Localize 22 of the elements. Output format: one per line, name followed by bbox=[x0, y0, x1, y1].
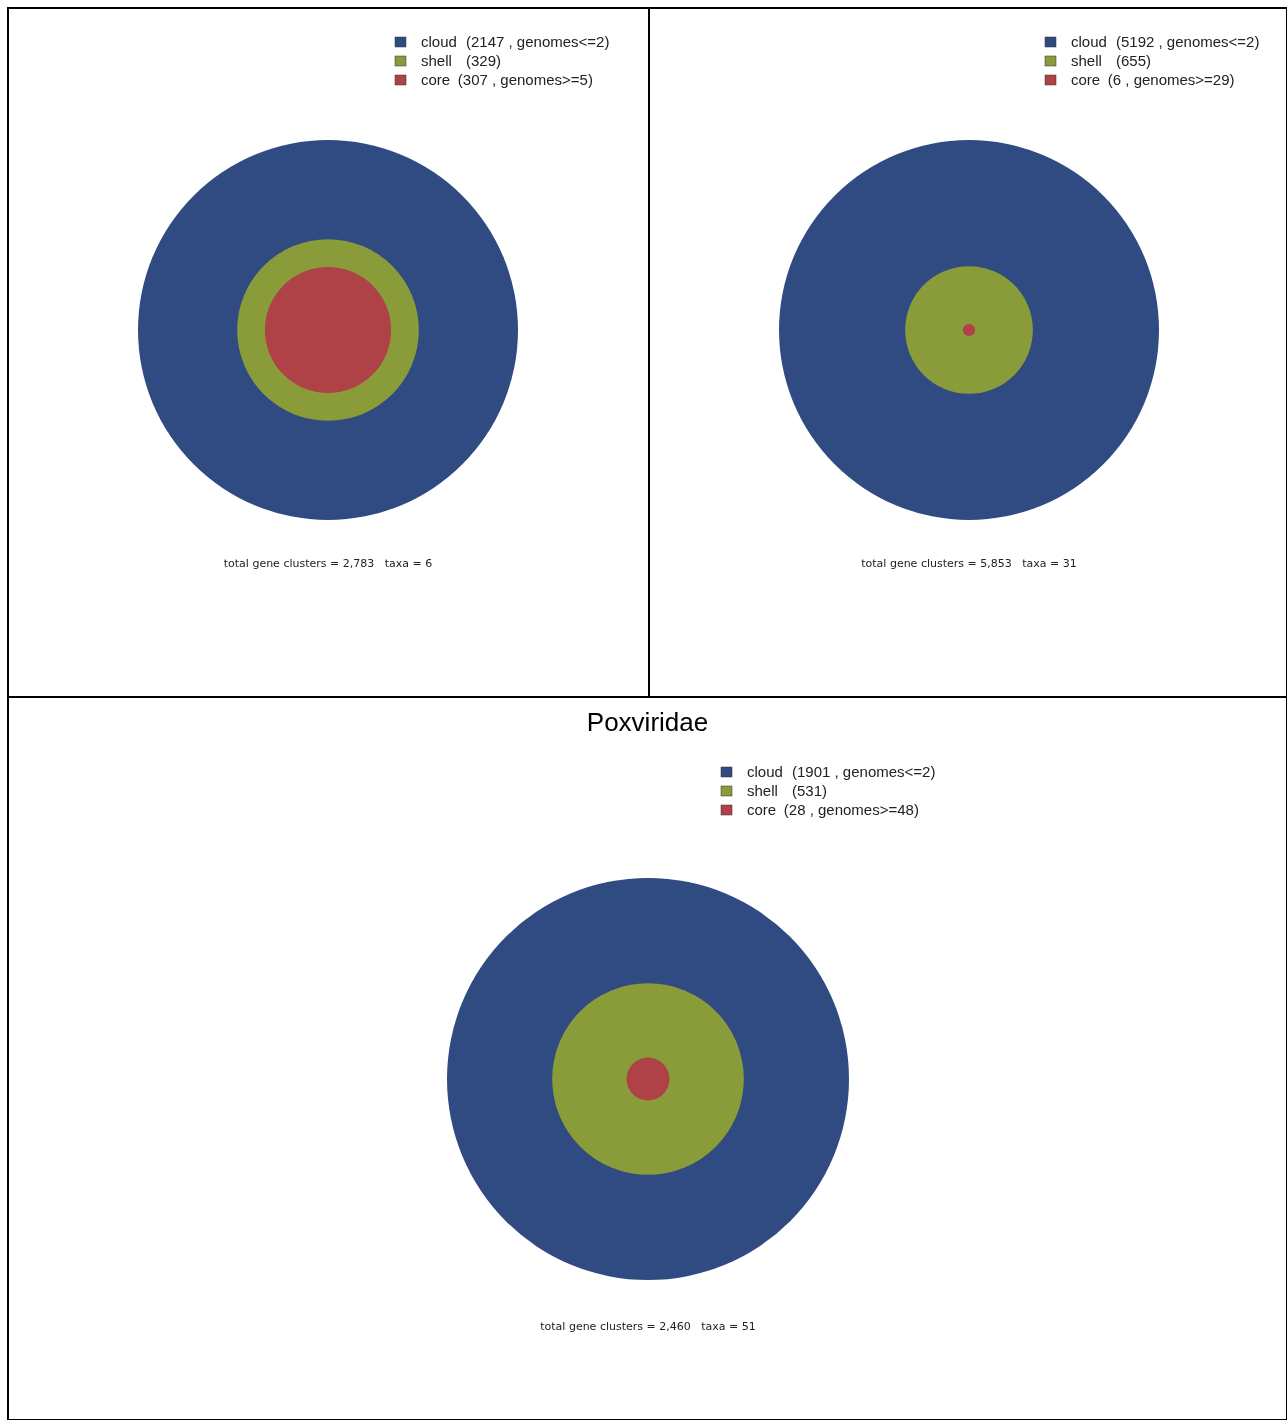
data-label: (6 , genomes>=29) bbox=[1107, 71, 1235, 88]
category-label: shell bbox=[421, 52, 452, 69]
data-label: (28 , genomes>=48) bbox=[783, 801, 919, 818]
category-label: cloud bbox=[1071, 33, 1107, 50]
data-label: (531) bbox=[792, 782, 828, 799]
text: total gene clusters = 2,783 taxa = 6 bbox=[223, 557, 433, 570]
category-label: core bbox=[747, 801, 777, 818]
text: total gene clusters = 5,853 taxa = 31 bbox=[861, 557, 1077, 570]
text: Poxviridae bbox=[586, 707, 709, 737]
category-label: cloud bbox=[421, 33, 457, 50]
data-label: (2147 , genomes<=2) bbox=[466, 33, 610, 50]
data-label: (655) bbox=[1116, 52, 1152, 69]
data-label: (329) bbox=[466, 52, 502, 69]
category-label: core bbox=[421, 71, 451, 88]
text: total gene clusters = 2,460 taxa = 51 bbox=[540, 1320, 756, 1333]
category-label: shell bbox=[1071, 52, 1102, 69]
category-label: core bbox=[1071, 71, 1101, 88]
data-label: (307 , genomes>=5) bbox=[457, 71, 593, 88]
data-label: (5192 , genomes<=2) bbox=[1116, 33, 1260, 50]
category-label: cloud bbox=[747, 763, 783, 780]
data-label: (1901 , genomes<=2) bbox=[792, 763, 936, 780]
category-label: shell bbox=[747, 782, 778, 799]
